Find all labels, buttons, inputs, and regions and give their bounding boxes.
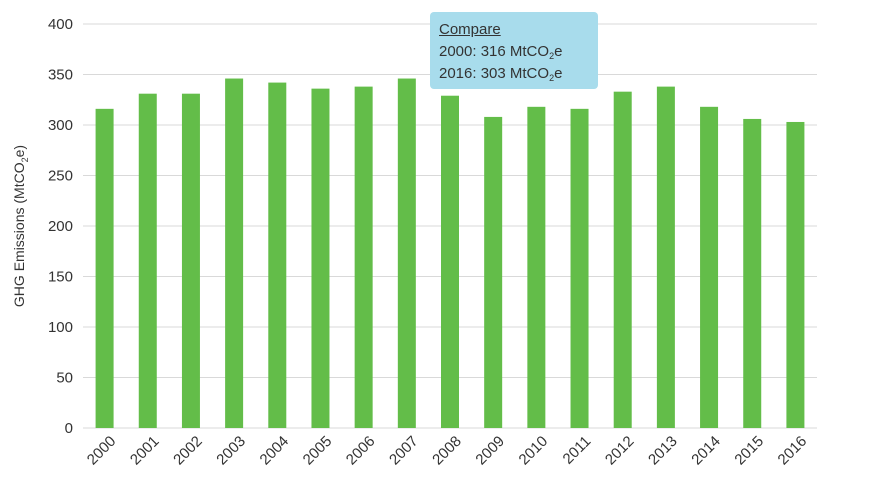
bar-2005 xyxy=(311,88,330,428)
y-tick-label: 250 xyxy=(48,168,73,185)
x-tick-label: 2015 xyxy=(731,433,767,469)
callout-line-2000: 2000: 316 MtCO2e xyxy=(439,43,563,61)
bar-2003 xyxy=(225,78,244,428)
bar-2008 xyxy=(441,95,459,429)
bar-2012 xyxy=(613,91,632,429)
bars xyxy=(95,78,805,429)
x-tick-label: 2002 xyxy=(170,433,206,469)
bar-2002 xyxy=(181,93,200,428)
y-axis-label: GHG Emissions (MtCO2e) xyxy=(11,145,30,307)
compare-callout: Compare 2000: 316 MtCO2e 2016: 303 MtCO2… xyxy=(430,12,598,89)
bar-2009 xyxy=(484,116,503,429)
y-tick-label: 0 xyxy=(65,420,73,437)
x-tick-label: 2014 xyxy=(688,433,724,469)
x-axis-ticks: 2000 2001 2002 2003 2004 2005 2006 2007 2008 2009… xyxy=(84,433,810,469)
bar-2010 xyxy=(527,106,546,428)
x-tick-label: 2001 xyxy=(127,433,163,469)
x-tick-label: 2005 xyxy=(300,433,336,469)
x-tick-label: 2012 xyxy=(602,433,638,469)
y-tick-label: 200 xyxy=(48,218,73,235)
y-tick-label: 400 xyxy=(48,16,73,33)
callout-heading: Compare xyxy=(439,21,501,38)
bar-2007 xyxy=(397,78,416,428)
callout-line-2016: 2016: 303 MtCO2e xyxy=(439,65,563,83)
bar-2013 xyxy=(656,86,675,429)
y-tick-label: 350 xyxy=(48,67,73,84)
x-tick-label: 2016 xyxy=(775,433,811,469)
x-tick-label: 2003 xyxy=(213,433,249,469)
x-tick-label: 2010 xyxy=(516,433,552,469)
bar-2006 xyxy=(354,86,373,429)
x-tick-label: 2004 xyxy=(257,433,293,469)
x-tick-label: 2006 xyxy=(343,433,379,469)
bar-2004 xyxy=(268,82,287,428)
y-tick-label: 150 xyxy=(48,269,73,286)
x-tick-label: 2013 xyxy=(645,433,681,469)
bar-2011 xyxy=(570,108,589,428)
bar-2000 xyxy=(95,108,114,428)
x-tick-label: 2000 xyxy=(84,433,120,469)
bar-2015 xyxy=(743,118,762,428)
y-tick-label: 300 xyxy=(48,117,73,134)
y-axis-ticks: 0 50 100 150 200 250 300 350 400 xyxy=(48,16,73,437)
x-tick-label: 2009 xyxy=(472,433,508,469)
bar-2016 xyxy=(786,121,805,428)
bar-2014 xyxy=(700,106,719,428)
bar-2001 xyxy=(138,93,157,428)
x-tick-label: 2008 xyxy=(429,433,465,469)
y-tick-label: 50 xyxy=(56,370,73,387)
x-tick-label: 2011 xyxy=(560,433,595,468)
x-tick-label: 2007 xyxy=(386,433,422,469)
y-tick-label: 100 xyxy=(48,319,73,336)
